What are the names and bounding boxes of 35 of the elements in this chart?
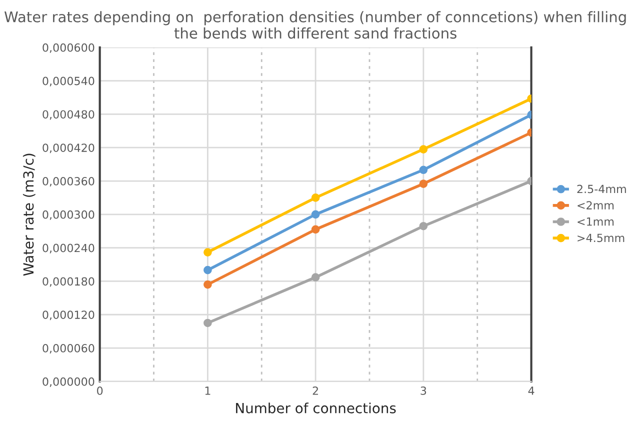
x-tick-label: 0	[97, 386, 103, 395]
legend-label: <1mm	[578, 218, 614, 226]
x-axis-title: Number of connections	[236, 402, 396, 414]
point	[204, 280, 212, 289]
y-axis-title: Water rate (m3/c)	[22, 154, 36, 276]
x-tick-label: 3	[420, 386, 426, 395]
y-tick-label: 0,000300	[42, 210, 94, 220]
legend-label: >4.5mm	[578, 234, 624, 242]
point	[311, 210, 320, 219]
chart-title: Water rates depending on perforation densities (number of conncetions) when filling the bends with different sand fractions	[4, 11, 626, 39]
legend-label: <2mm	[578, 201, 614, 210]
point	[204, 266, 212, 274]
point	[311, 273, 320, 282]
y-tick-label: 0,000480	[42, 110, 94, 120]
y-tick-label: 0,000360	[42, 176, 94, 187]
x-tick-label: 4	[528, 386, 534, 395]
point	[419, 180, 428, 188]
point	[311, 194, 320, 202]
y-tick-label: 0,000420	[42, 144, 94, 154]
x-tick-label: 2	[312, 386, 318, 395]
point	[311, 225, 320, 234]
point	[419, 166, 428, 174]
y-tick-label: 0,000180	[42, 277, 94, 287]
y-tick-label: 0,000120	[42, 310, 94, 320]
x-tick-label: 1	[205, 386, 210, 395]
y-tick-label: 0,000240	[42, 244, 94, 254]
y-tick-label: 0,000540	[42, 76, 94, 86]
point	[204, 248, 212, 256]
y-tick-label: 0,000060	[42, 344, 94, 354]
point	[204, 318, 212, 328]
legend-label: 2.5-4mm	[577, 184, 626, 194]
point	[419, 145, 428, 154]
y-tick-label: 0,000600	[42, 43, 94, 53]
y-tick-label: 0,000000	[42, 377, 94, 387]
point	[419, 222, 428, 230]
